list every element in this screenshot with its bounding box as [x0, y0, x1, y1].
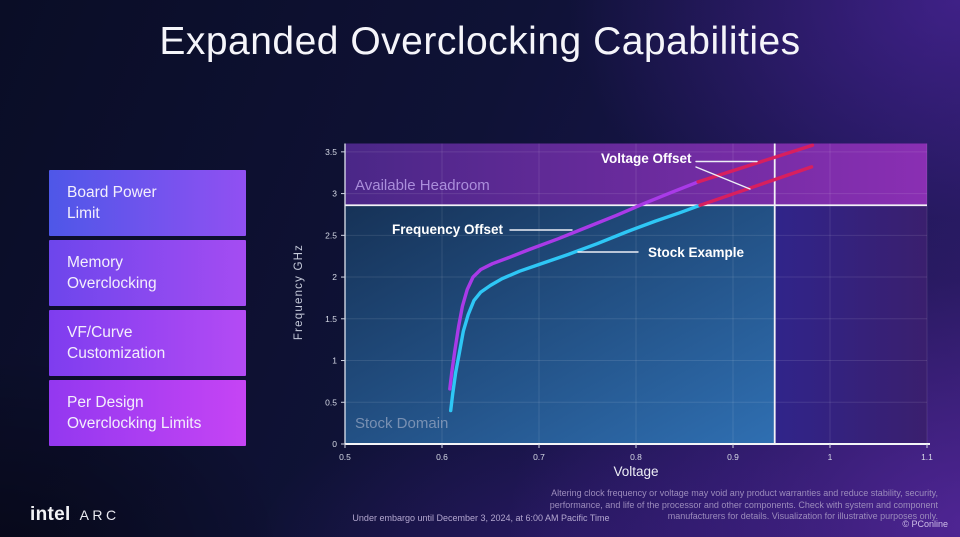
- feature-box-line: Board Power: [67, 184, 157, 201]
- x-axis-label: Voltage: [613, 464, 659, 479]
- pconline-watermark: © PConline: [902, 519, 948, 529]
- svg-text:0: 0: [332, 439, 337, 449]
- svg-text:2: 2: [332, 272, 337, 282]
- svg-text:1.5: 1.5: [325, 314, 337, 324]
- frequency-offset-label: Frequency Offset: [392, 222, 504, 237]
- disclaimer-line-2: performance, and life of the processor a…: [549, 499, 938, 510]
- voltage-offset-label: Voltage Offset: [601, 151, 692, 166]
- chart-annotation-lines: [509, 160, 758, 253]
- svg-text:0.7: 0.7: [533, 452, 545, 462]
- chart-tick-labels: 00.511.522.533.50.5 0.6 0.7 0.8 0.9 1 1.1: [325, 147, 933, 462]
- svg-text:1: 1: [332, 356, 337, 366]
- arc-wordmark: ARC: [79, 507, 120, 523]
- stock-example-label: Stock Example: [648, 245, 745, 260]
- svg-text:0.8: 0.8: [630, 452, 642, 462]
- chart-regions: [345, 143, 927, 444]
- disclaimer: Altering clock frequency or voltage may …: [550, 488, 938, 523]
- svg-text:1: 1: [828, 452, 833, 462]
- y-axis-label: Frequency GHz: [293, 243, 305, 341]
- feature-box-line: Customization: [67, 345, 166, 362]
- feature-box-line: Per Design: [67, 394, 144, 411]
- chart-axes: [341, 143, 930, 448]
- feature-box-line: VF/Curve: [67, 324, 133, 341]
- stock-domain-label: Stock Domain: [355, 415, 449, 432]
- chart-gridlines: [345, 143, 928, 444]
- disclaimer-line-1: Altering clock frequency or voltage may …: [551, 488, 938, 498]
- svg-text:0.6: 0.6: [436, 452, 448, 462]
- feature-box-memory-overclocking: Memory Overclocking: [49, 240, 246, 306]
- feature-box-board-power-limit: Board Power Limit: [49, 170, 246, 236]
- svg-text:3.5: 3.5: [325, 147, 337, 157]
- slide-title: Expanded Overclocking Capabilities: [159, 20, 801, 63]
- svg-text:2.5: 2.5: [325, 230, 337, 240]
- available-headroom-label: Available Headroom: [355, 177, 490, 194]
- pconline-watermark-text: PConline: [911, 519, 948, 529]
- copyright-icon: ©: [902, 519, 909, 529]
- feature-box-per-design-overclocking-limits: Per Design Overclocking Limits: [49, 380, 246, 446]
- svg-text:0.5: 0.5: [325, 397, 337, 407]
- svg-text:0.5: 0.5: [339, 452, 351, 462]
- svg-text:3: 3: [332, 189, 337, 199]
- disclaimer-line-3: manufacturers for details. Visualization…: [667, 511, 938, 521]
- svg-text:1.1: 1.1: [921, 452, 933, 462]
- feature-box-vf-curve-customization: VF/Curve Customization: [49, 310, 246, 376]
- svg-text:0.9: 0.9: [727, 452, 739, 462]
- intel-arc-logo: intel ARC: [30, 504, 120, 526]
- feature-box-line: Overclocking: [67, 275, 157, 292]
- embargo-note: Under embargo until December 3, 2024, at…: [352, 513, 610, 523]
- feature-box-line: Memory: [67, 254, 123, 271]
- intel-wordmark: intel: [30, 504, 71, 525]
- feature-box-line: Limit: [67, 205, 100, 222]
- feature-box-line: Overclocking Limits: [67, 415, 202, 432]
